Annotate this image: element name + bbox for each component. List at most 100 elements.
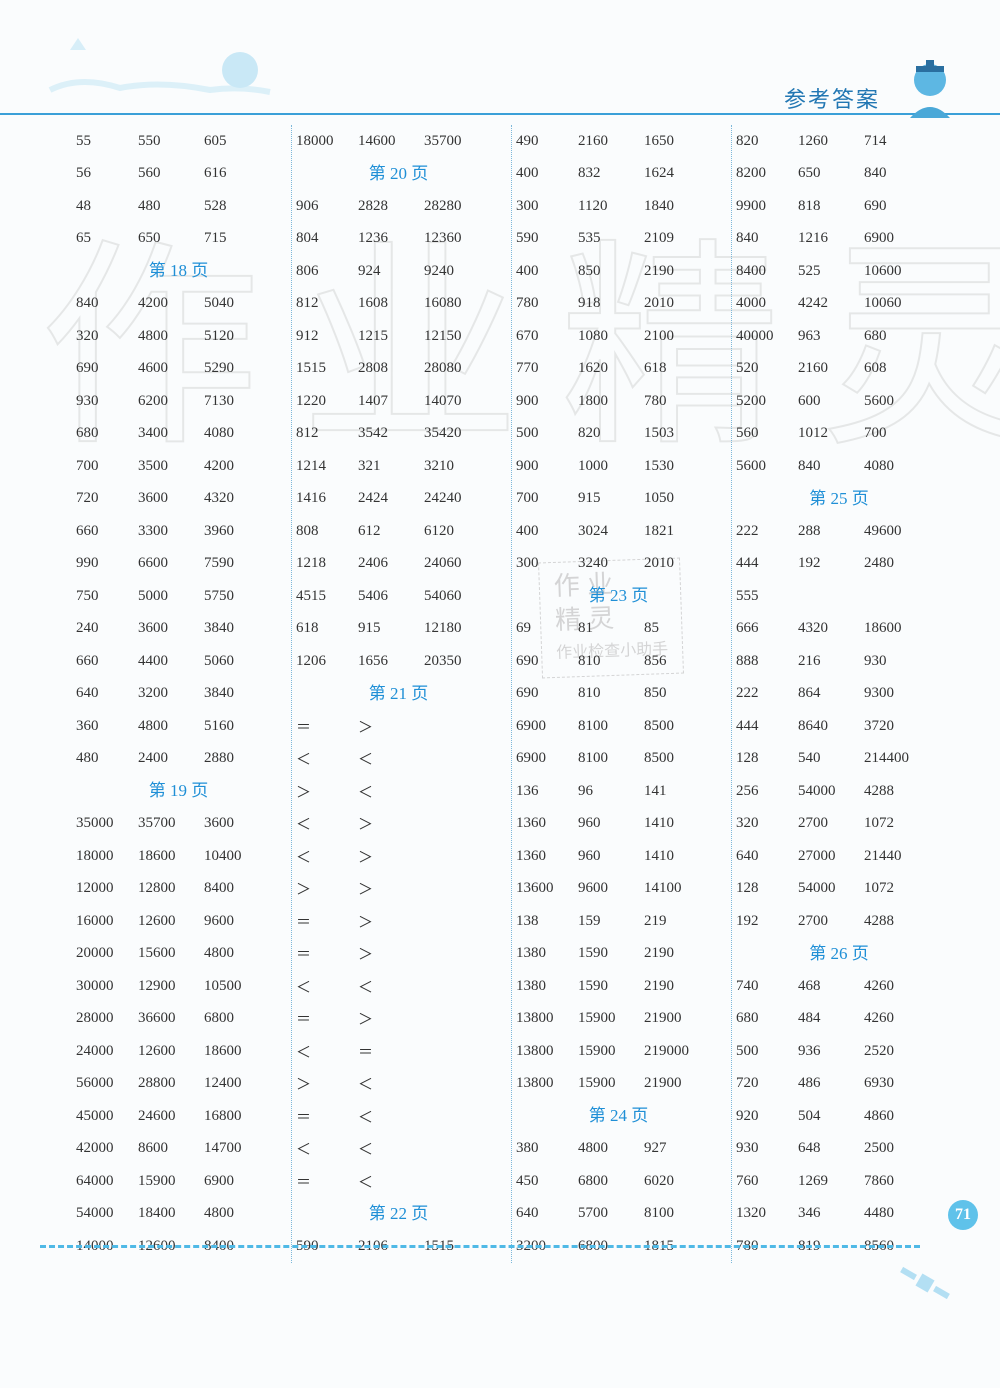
answer-cell: ＝ (296, 716, 358, 737)
answer-cell: 96 (578, 783, 644, 800)
answer-cell: 1650 (644, 133, 716, 150)
answer-cell: 2808 (358, 360, 424, 377)
answer-cell: 9900 (736, 198, 798, 215)
answer-cell: ＞ (358, 878, 424, 899)
answer-row: 56560616 (76, 158, 281, 191)
answer-cell: 55 (76, 133, 138, 150)
answer-cell: 525 (798, 263, 864, 280)
answer-cell: 138 (516, 913, 578, 930)
answer-cell: 16800 (204, 1108, 276, 1125)
answer-cell: 8400 (204, 880, 276, 897)
answer-row: 560002880012400 (76, 1068, 281, 1101)
answer-cell: 219000 (644, 1043, 716, 1060)
mascot-icon (890, 48, 970, 128)
answer-cell: 444 (736, 718, 798, 735)
answer-cell: 1503 (644, 425, 716, 442)
answer-cell: 444 (736, 555, 798, 572)
answer-row: 5202160608 (736, 353, 942, 386)
answer-cell: 700 (516, 490, 578, 507)
answer-cell: 2100 (644, 328, 716, 345)
answer-cell: 13800 (516, 1010, 578, 1027)
answer-cell: 3840 (204, 620, 276, 637)
answer-cell: 8640 (798, 718, 864, 735)
answer-cell: 4320 (798, 620, 864, 637)
answer-cell: 2480 (864, 555, 936, 572)
answer-row: ＝＞ (296, 938, 501, 971)
answer-cell: 608 (864, 360, 936, 377)
answer-cell: 400 (516, 165, 578, 182)
answer-cell: 1080 (578, 328, 644, 345)
answer-cell: ＜ (358, 976, 424, 997)
answer-cell: 6930 (864, 1075, 936, 1092)
answer-cell: 2424 (358, 490, 424, 507)
answer-row: 3804800927 (516, 1133, 721, 1166)
answer-cell: ＜ (358, 1106, 424, 1127)
answer-cell: ＜ (358, 781, 424, 802)
answer-cell: 8600 (138, 1140, 204, 1157)
answer-row: 690810856 (516, 645, 721, 678)
answer-row: 128540214400 (736, 743, 942, 776)
answer-row: 64032003840 (76, 678, 281, 711)
answer-cell: ＜ (296, 813, 358, 834)
answer-cell: 650 (798, 165, 864, 182)
answer-cell: 2109 (644, 230, 716, 247)
answer-row: 22228849600 (736, 515, 942, 548)
answer-cell: 480 (76, 750, 138, 767)
answer-cell: 690 (516, 685, 578, 702)
answer-cell: 7130 (204, 393, 276, 410)
answer-cell: 21900 (644, 1010, 716, 1027)
answer-cell: 3500 (138, 458, 204, 475)
answer-cell: 1215 (358, 328, 424, 345)
answer-cell: 930 (76, 393, 138, 410)
answer-cell: 1072 (864, 880, 936, 897)
answer-cell: 15600 (138, 945, 204, 962)
answer-cell: 24060 (424, 555, 496, 572)
answer-column: 8201260714820065084099008186908401216690… (732, 125, 952, 1263)
answer-cell: 15900 (578, 1043, 644, 1060)
answer-row: 90010001530 (516, 450, 721, 483)
answer-cell: 12900 (138, 978, 204, 995)
answer-row: 93062007130 (76, 385, 281, 418)
answer-cell: 960 (578, 815, 644, 832)
answer-cell: 12600 (138, 913, 204, 930)
answer-cell: 2520 (864, 1043, 936, 1060)
answer-cell: 54000 (798, 783, 864, 800)
answer-cell: 4800 (204, 945, 276, 962)
answer-row: 40030241821 (516, 515, 721, 548)
answer-cell: 640 (736, 848, 798, 865)
answer-row: 9306482500 (736, 1133, 942, 1166)
answer-row: 555 (736, 580, 942, 613)
answer-row: ＞＞ (296, 873, 501, 906)
answer-cell: 1000 (578, 458, 644, 475)
answer-cell: 6800 (204, 1010, 276, 1027)
answer-row: 666432018600 (736, 613, 942, 646)
page-header-bar: 参考答案 (0, 0, 1000, 115)
answer-cell: 850 (578, 263, 644, 280)
answer-row: 4441922480 (736, 548, 942, 581)
answer-cell: 2406 (358, 555, 424, 572)
answer-cell: 1608 (358, 295, 424, 312)
answer-cell: 10400 (204, 848, 276, 865)
answer-cell: 21440 (864, 848, 936, 865)
answer-cell: 2400 (138, 750, 204, 767)
answer-cell: 1416 (296, 490, 358, 507)
answer-row: 1380015900219000 (516, 1035, 721, 1068)
answer-cell: 1360 (516, 815, 578, 832)
answer-column: 4902160165040083216243001120184059053521… (512, 125, 732, 1263)
answer-row: ＜＜ (296, 1133, 501, 1166)
answer-cell: 3400 (138, 425, 204, 442)
answer-row: 30011201840 (516, 190, 721, 223)
answer-cell: 16080 (424, 295, 496, 312)
answer-cell: 812 (296, 425, 358, 442)
answer-cell: ＞ (358, 943, 424, 964)
answer-cell: ＜ (358, 1171, 424, 1192)
section-page-header: 第 24 页 (516, 1100, 721, 1133)
answer-row: 42000860014700 (76, 1133, 281, 1166)
answer-cell: 35000 (76, 815, 138, 832)
answer-cell: 1620 (578, 360, 644, 377)
answer-cell: 616 (204, 165, 276, 182)
answer-row: 9900818690 (736, 190, 942, 223)
answer-row: 1206165620350 (296, 645, 501, 678)
answer-cell: 380 (516, 1140, 578, 1157)
answer-cell: 4600 (138, 360, 204, 377)
